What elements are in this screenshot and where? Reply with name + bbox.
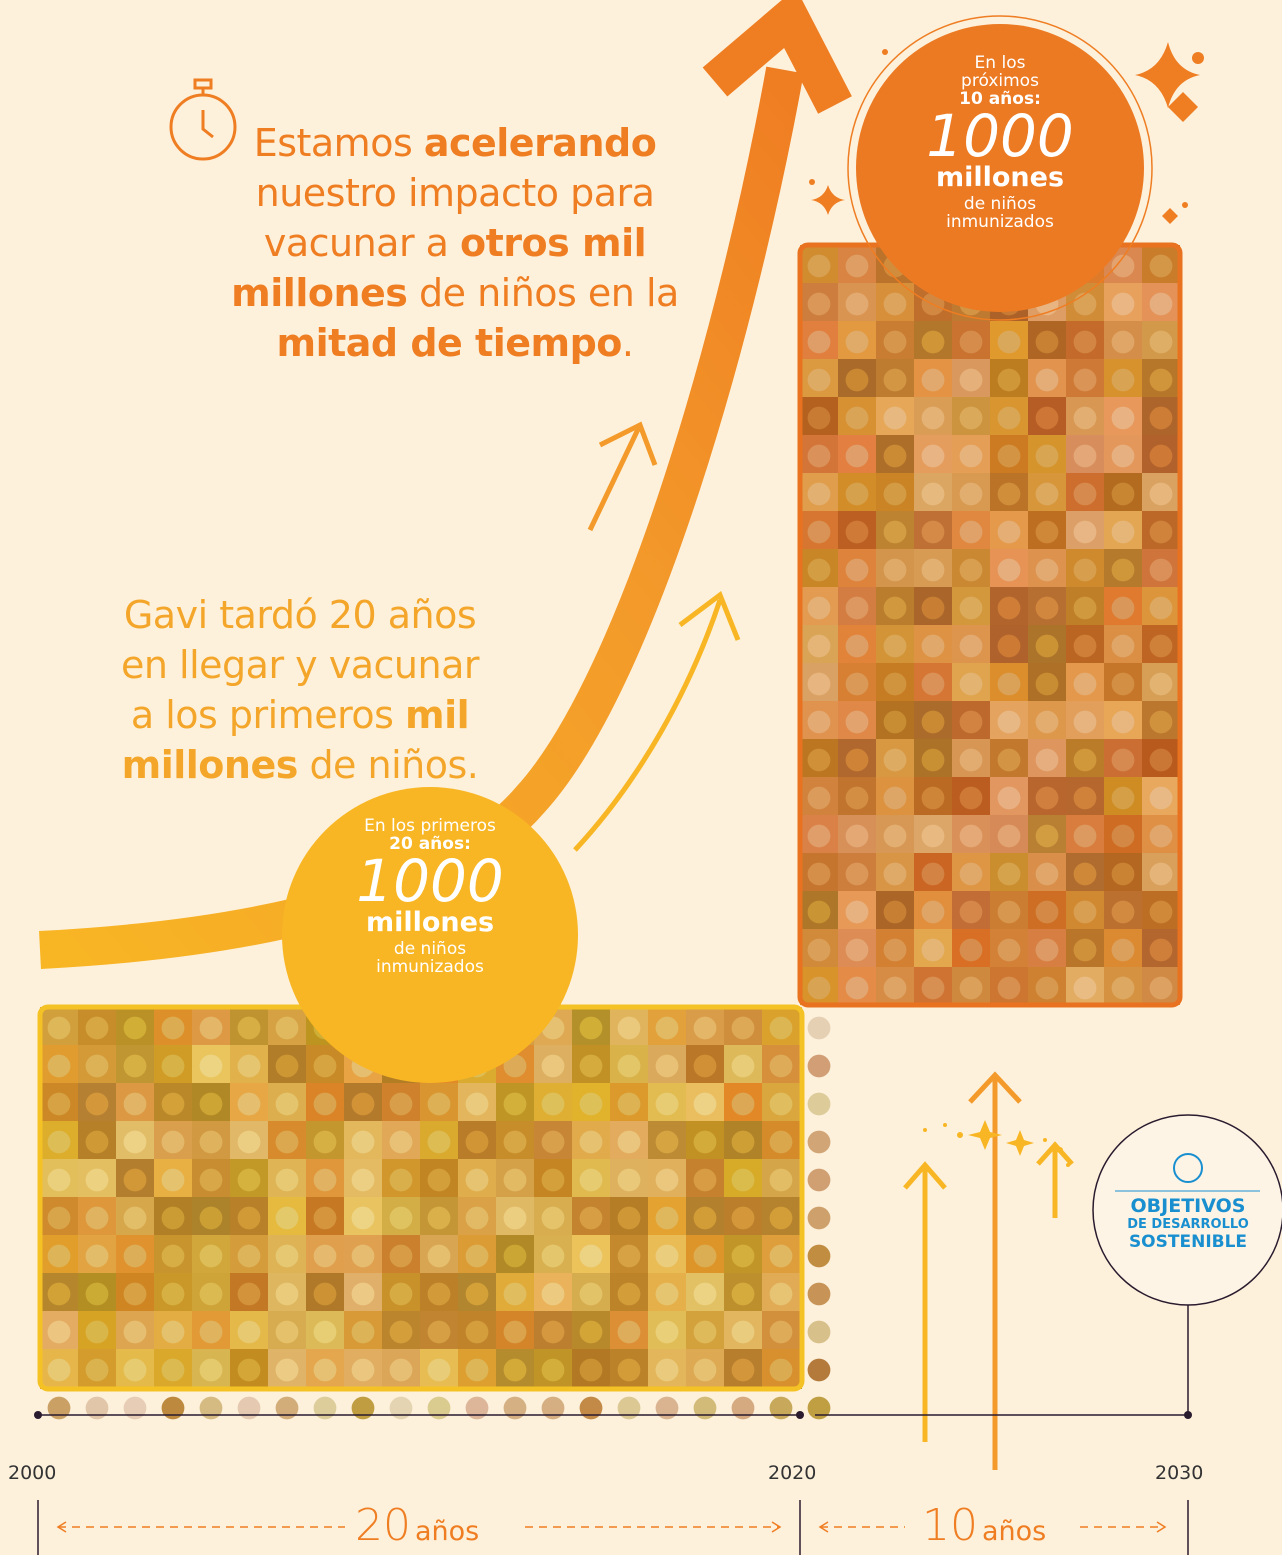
photo-face xyxy=(428,1397,451,1420)
emphasis: mil xyxy=(405,693,469,737)
emphasis: otros mil xyxy=(460,221,646,265)
span-unit: años xyxy=(982,1516,1046,1547)
year-label: 2000 xyxy=(8,1462,56,1484)
headline: Estamos acelerandonuestro impacto parava… xyxy=(215,118,695,368)
photo-face xyxy=(808,1093,831,1116)
photo-face xyxy=(238,1397,261,1420)
text-line: mitad de tiempo. xyxy=(215,318,695,368)
text-segment: nuestro impacto para xyxy=(256,171,655,215)
emphasis: mitad de tiempo xyxy=(276,321,621,365)
span-number: 20 xyxy=(355,1500,411,1551)
span-unit: años xyxy=(415,1516,479,1547)
text-segment: de niños en la xyxy=(407,271,678,315)
photo-face xyxy=(808,1055,831,1078)
text-line: en llegar y vacunar xyxy=(80,640,520,690)
photo-face xyxy=(808,1283,831,1306)
emphasis: millones xyxy=(122,743,298,787)
photo-face xyxy=(314,1397,337,1420)
text-segment: Gavi tardó 20 años xyxy=(124,593,476,637)
photo-face xyxy=(618,1397,641,1420)
next-circle-text: En los próximos 10 años: 1000 millones d… xyxy=(900,55,1100,232)
text-segment: de niños. xyxy=(298,743,479,787)
span-label: 20años xyxy=(355,1500,479,1551)
photo-face xyxy=(808,1017,831,1040)
photo-face xyxy=(808,1397,831,1420)
photo-face xyxy=(808,1131,831,1154)
photo-face xyxy=(694,1397,717,1420)
text-line: Gavi tardó 20 años xyxy=(80,590,520,640)
year-label: 2030 xyxy=(1155,1462,1203,1484)
photo-face xyxy=(808,1207,831,1230)
infographic: Estamos acelerandonuestro impacto parava… xyxy=(0,0,1282,1555)
text-line: Estamos acelerando xyxy=(215,118,695,168)
circle-number: 1000 xyxy=(900,109,1100,164)
photo-face xyxy=(808,1245,831,1268)
text-segment: en llegar y vacunar xyxy=(121,643,479,687)
photo-face xyxy=(770,1397,793,1420)
photo-face xyxy=(580,1397,603,1420)
text-segment: vacunar a xyxy=(264,221,460,265)
photo-tint xyxy=(800,245,1180,1005)
photo-face xyxy=(732,1397,755,1420)
sdg-line: DE DESARROLLO xyxy=(1100,1217,1276,1232)
text-segment: a los primeros xyxy=(131,693,405,737)
text-line: millones de niños en la xyxy=(215,268,695,318)
photo-face xyxy=(808,1321,831,1344)
photo-face xyxy=(466,1397,489,1420)
photo-face xyxy=(656,1397,679,1420)
photo-face xyxy=(276,1397,299,1420)
emphasis: acelerando xyxy=(424,121,656,165)
first-circle-text: En los primeros 20 años: 1000 millones d… xyxy=(330,818,530,977)
sdg-line: OBJETIVOS xyxy=(1100,1195,1276,1217)
text-segment: Estamos xyxy=(254,121,424,165)
photo-face xyxy=(504,1397,527,1420)
circle-caption: de niños inmunizados xyxy=(935,196,1065,232)
circle-caption: de niños inmunizados xyxy=(365,941,495,977)
text-line: a los primeros mil xyxy=(80,690,520,740)
sdg-line: SOSTENIBLE xyxy=(1100,1232,1276,1252)
circle-number: 1000 xyxy=(330,854,530,909)
text-line: vacunar a otros mil xyxy=(215,218,695,268)
text-line: nuestro impacto para xyxy=(215,168,695,218)
photo-face xyxy=(86,1397,109,1420)
span-label: 10años xyxy=(922,1500,1046,1551)
photo-face xyxy=(390,1397,413,1420)
span-number: 10 xyxy=(922,1500,978,1551)
photo-face xyxy=(542,1397,565,1420)
photo-face xyxy=(352,1397,375,1420)
text-line: millones de niños. xyxy=(80,740,520,790)
text-segment: . xyxy=(622,321,634,365)
circle-intro: En los próximos xyxy=(955,55,1045,91)
photo-face xyxy=(48,1397,71,1420)
photo-face xyxy=(124,1397,147,1420)
emphasis: millones xyxy=(231,271,407,315)
photo-face xyxy=(200,1397,223,1420)
photo-face xyxy=(808,1169,831,1192)
photo-face xyxy=(808,1359,831,1382)
photo-mosaic-next xyxy=(800,245,1180,1005)
photo-face xyxy=(162,1397,185,1420)
sdg-logo: OBJETIVOS DE DESARROLLO SOSTENIBLE xyxy=(1100,1195,1276,1252)
year-label: 2020 xyxy=(768,1462,816,1484)
